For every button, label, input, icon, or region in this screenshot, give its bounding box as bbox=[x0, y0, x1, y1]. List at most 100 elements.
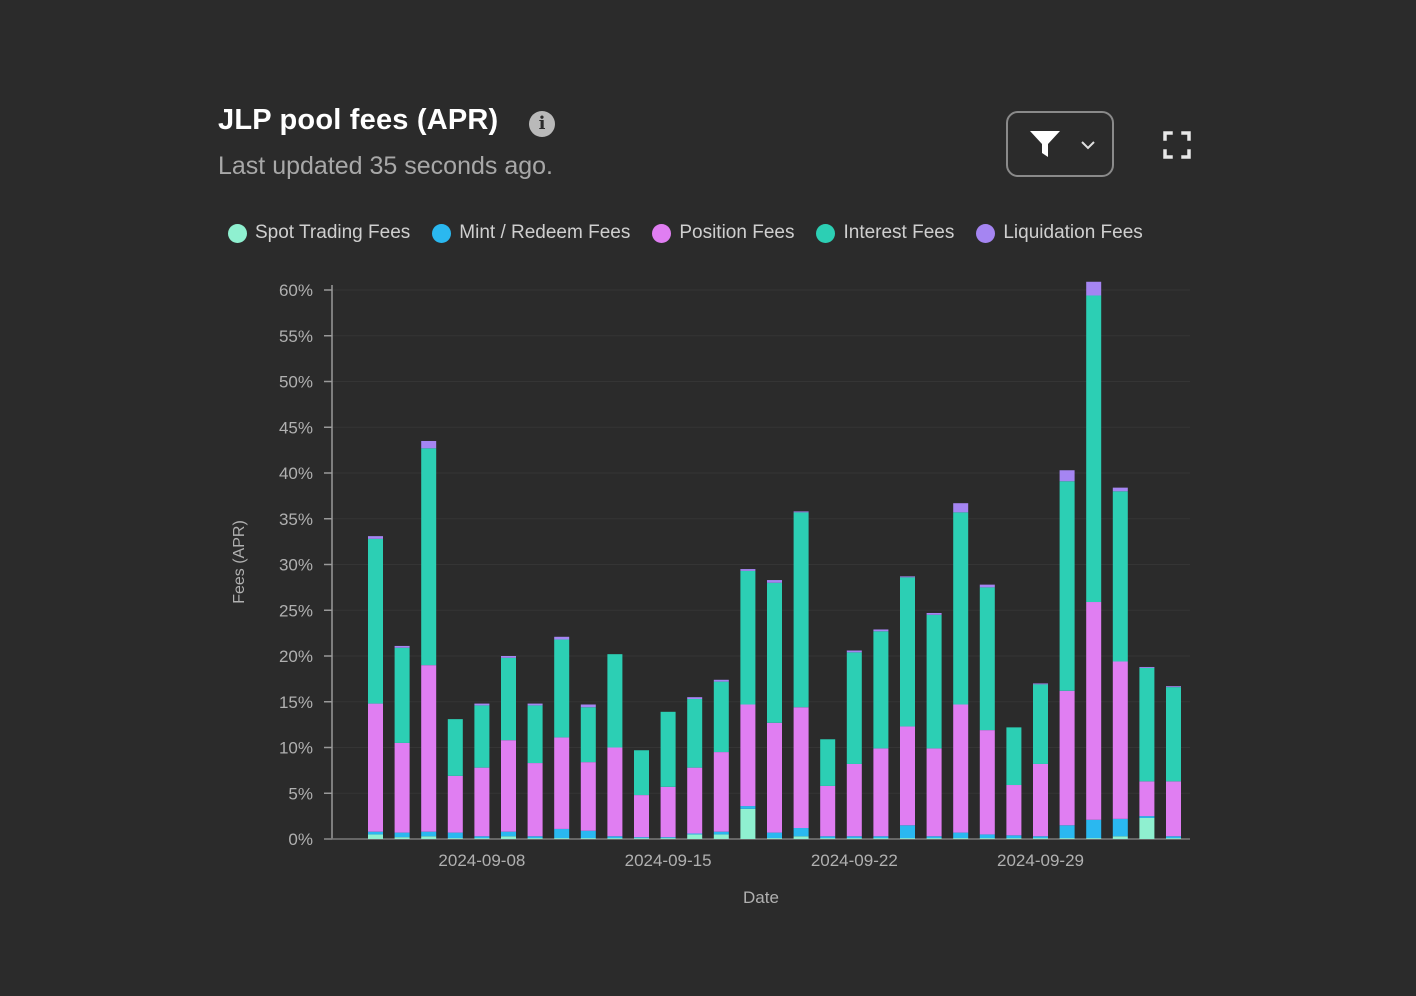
chart-legend: Spot Trading Fees Mint / Redeem Fees Posit… bbox=[228, 222, 1165, 244]
bar-segment-position bbox=[368, 703, 383, 832]
bar-stack[interactable] bbox=[846, 650, 862, 839]
bar-stack[interactable] bbox=[634, 750, 649, 839]
legend-item-position[interactable]: Position Fees bbox=[652, 222, 794, 244]
bar-segment-mint bbox=[687, 833, 703, 835]
bar-stack[interactable] bbox=[1086, 281, 1102, 839]
legend-label: Liquidation Fees bbox=[1003, 222, 1143, 243]
bar-segment-position bbox=[1059, 690, 1075, 826]
bar-segment-spot bbox=[687, 834, 703, 839]
bar-segment-mint bbox=[554, 828, 570, 839]
bar-segment-position bbox=[873, 748, 889, 837]
legend-swatch bbox=[816, 223, 836, 243]
bar-stack[interactable] bbox=[820, 739, 836, 839]
bar-segment-mint bbox=[1059, 825, 1075, 839]
y-tick-label: 30% bbox=[279, 556, 313, 575]
y-tick-label: 40% bbox=[279, 464, 313, 483]
bar-stack[interactable] bbox=[1166, 686, 1181, 839]
bar-stack[interactable] bbox=[474, 703, 490, 839]
bar-stack[interactable] bbox=[926, 612, 942, 839]
bar-segment-mint bbox=[1033, 836, 1048, 839]
filter-dropdown-button[interactable] bbox=[1006, 111, 1114, 177]
bar-segment-spot bbox=[873, 838, 889, 839]
bar-stack[interactable] bbox=[394, 645, 410, 839]
bar-segment-interest bbox=[580, 707, 596, 763]
bar-stack[interactable] bbox=[421, 440, 437, 839]
chevron-down-icon bbox=[1081, 141, 1095, 150]
bar-stack[interactable] bbox=[527, 703, 543, 839]
bar-segment-mint bbox=[767, 832, 782, 839]
bar-segment-liquidation bbox=[527, 703, 543, 706]
bar-segment-liquidation bbox=[1166, 686, 1181, 688]
bar-stack[interactable] bbox=[1112, 487, 1128, 839]
bar-segment-liquidation bbox=[394, 645, 410, 648]
bar-stack[interactable] bbox=[793, 511, 809, 839]
bar-segment-interest bbox=[634, 750, 649, 796]
bar-segment-spot bbox=[368, 834, 383, 839]
bar-segment-position bbox=[421, 665, 437, 832]
bar-segment-mint bbox=[368, 831, 383, 835]
bar-stack[interactable] bbox=[740, 569, 756, 839]
bar-stack[interactable] bbox=[368, 536, 383, 839]
bar-segment-mint bbox=[447, 832, 463, 839]
bar-segment-position bbox=[634, 795, 649, 838]
fullscreen-icon[interactable] bbox=[1162, 130, 1192, 160]
bar-stack[interactable] bbox=[447, 719, 463, 839]
legend-label: Mint / Redeem Fees bbox=[459, 222, 631, 243]
bar-stack[interactable] bbox=[501, 656, 516, 839]
y-tick-label: 35% bbox=[279, 510, 313, 529]
bar-stack[interactable] bbox=[607, 654, 623, 839]
bar-segment-liquidation bbox=[554, 636, 570, 640]
bar-segment-interest bbox=[554, 639, 570, 738]
bar-segment-spot bbox=[713, 834, 729, 839]
bar-stack[interactable] bbox=[1059, 470, 1075, 839]
bar-segment-spot bbox=[474, 838, 490, 839]
bar-stack[interactable] bbox=[1033, 683, 1048, 839]
legend-swatch bbox=[652, 223, 672, 243]
legend-item-liquidation[interactable]: Liquidation Fees bbox=[976, 222, 1143, 244]
bar-stack[interactable] bbox=[687, 697, 703, 839]
bar-segment-mint bbox=[501, 831, 516, 837]
bar-stack[interactable] bbox=[660, 711, 676, 839]
bar-segment-position bbox=[1112, 661, 1128, 819]
legend-label: Spot Trading Fees bbox=[255, 222, 411, 243]
bar-segment-position bbox=[447, 775, 463, 833]
bar-stack[interactable] bbox=[1139, 666, 1155, 839]
bar-segment-liquidation bbox=[900, 576, 915, 578]
bar-stack[interactable] bbox=[554, 636, 570, 839]
bar-segment-liquidation bbox=[953, 503, 969, 513]
bar-stack[interactable] bbox=[1006, 727, 1022, 839]
bar-segment-spot bbox=[447, 838, 463, 839]
bar-stack[interactable] bbox=[580, 704, 596, 839]
bar-stack[interactable] bbox=[713, 679, 729, 839]
bar-segment-position bbox=[607, 747, 623, 837]
info-icon[interactable]: i bbox=[529, 111, 555, 137]
x-axis-title: Date bbox=[743, 888, 779, 907]
bar-segment-liquidation bbox=[713, 679, 729, 682]
legend-item-mint[interactable]: Mint / Redeem Fees bbox=[432, 222, 630, 244]
bar-segment-interest bbox=[421, 448, 437, 666]
bar-segment-mint bbox=[979, 834, 995, 839]
bar-stack[interactable] bbox=[900, 576, 915, 839]
bar-segment-interest bbox=[447, 719, 463, 776]
x-tick-label: 2024-09-08 bbox=[438, 851, 525, 870]
bar-segment-liquidation bbox=[793, 511, 809, 513]
bar-segment-mint bbox=[421, 831, 437, 837]
legend-item-interest[interactable]: Interest Fees bbox=[816, 222, 954, 244]
bar-segment-interest bbox=[368, 538, 383, 704]
bar-segment-interest bbox=[1139, 667, 1155, 782]
bar-segment-interest bbox=[979, 587, 995, 731]
legend-swatch bbox=[976, 223, 996, 243]
legend-item-spot[interactable]: Spot Trading Fees bbox=[228, 222, 410, 244]
bar-stack[interactable] bbox=[979, 584, 995, 839]
bar-segment-interest bbox=[713, 681, 729, 753]
bar-segment-spot bbox=[846, 838, 862, 839]
bar-stack[interactable] bbox=[953, 503, 969, 839]
bar-segment-position bbox=[767, 722, 782, 833]
bar-stack[interactable] bbox=[873, 629, 889, 839]
bar-segment-spot bbox=[1139, 817, 1155, 839]
bar-stack[interactable] bbox=[767, 580, 782, 839]
bar-segment-liquidation bbox=[873, 629, 889, 632]
bar-segment-spot bbox=[421, 836, 437, 839]
chart-title: JLP pool fees (APR) bbox=[218, 104, 499, 136]
